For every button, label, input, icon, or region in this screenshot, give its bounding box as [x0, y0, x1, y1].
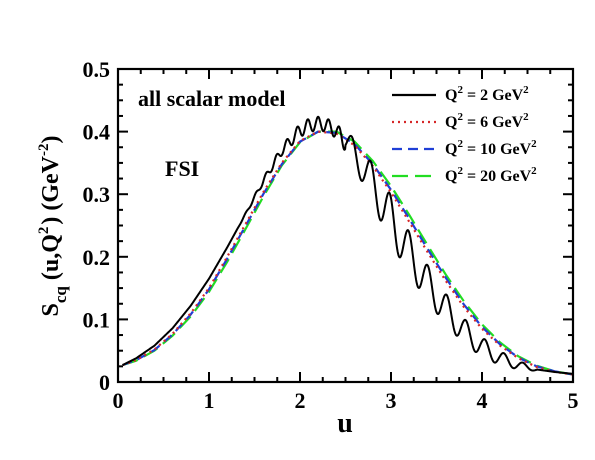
- y-axis-label-sub: cq: [51, 286, 70, 304]
- y-tick-label: 0.4: [83, 120, 111, 145]
- ticks-layer: [117, 68, 574, 383]
- x-tick-label: 4: [477, 388, 488, 413]
- x-tick-label: 3: [386, 388, 397, 413]
- x-tick-label: 0: [113, 388, 124, 413]
- x-tick-label: 2: [295, 388, 306, 413]
- y-axis-label-text: Scq (u,Q2 ) (GeV-2): [36, 135, 70, 316]
- y-tick-label: 0: [99, 370, 110, 395]
- legend-label-2: Q2 = 10 GeV2: [445, 138, 537, 158]
- legend-label-3: Q2 = 20 GeV2: [445, 165, 537, 185]
- y-axis-label-sup1: 2: [36, 227, 52, 235]
- y-axis-label-close: ) (GeV: [38, 155, 64, 224]
- y-axis-label-middle: (u,Q: [38, 234, 64, 280]
- legend: Q2 = 2 GeV2 Q2 = 6 GeV2 Q2 = 10 GeV2 Q2 = 2…: [392, 84, 537, 185]
- y-axis-label-sup2: -2: [36, 143, 52, 156]
- legend-label-1: Q2 = 6 GeV2: [445, 111, 529, 131]
- series-line-0: [121, 115, 574, 375]
- y-tick-label: 0.5: [83, 57, 111, 82]
- x-axis-label: u: [337, 408, 353, 439]
- curves-layer: [121, 115, 574, 376]
- annotation-model-label: all scalar model: [138, 86, 285, 111]
- legend-label-0: Q2 = 2 GeV2: [445, 84, 529, 104]
- y-tick-label: 0.3: [83, 182, 111, 207]
- y-tick-label: 0.2: [83, 245, 111, 270]
- y-axis-label: Scq (u,Q2 ) (GeV-2): [36, 135, 70, 316]
- x-tick-label: 5: [568, 388, 579, 413]
- y-axis-label-main: S: [38, 303, 64, 316]
- x-tick-label: 1: [204, 388, 215, 413]
- annotation-fsi-label: FSI: [165, 156, 199, 181]
- tick-labels-layer: 0 1 2 3 4 5 0 0.1 0.2 0.3 0.4 0.5: [83, 57, 579, 413]
- y-axis-label-end: ): [38, 135, 64, 143]
- y-tick-label: 0.1: [83, 307, 111, 332]
